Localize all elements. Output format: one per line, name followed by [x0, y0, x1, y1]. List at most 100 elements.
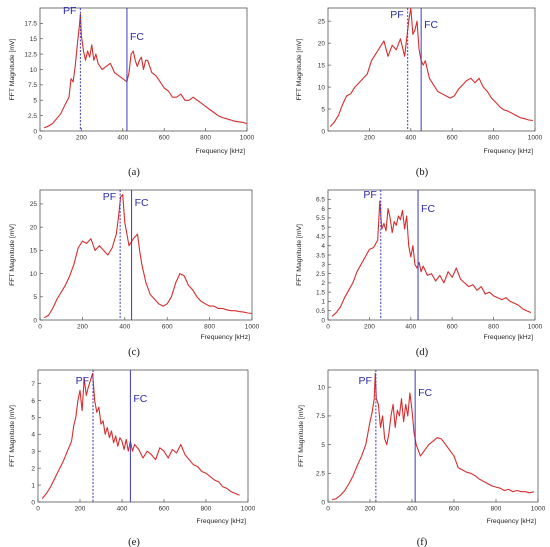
chart-panel-3: 0 5 10 15 20 25 0 200 400 600 800 1000 Frequency [kH… — [9, 189, 260, 358]
x-tick-label: 400 — [405, 324, 416, 331]
x-tick-label: 1000 — [245, 324, 260, 331]
x-tick-label: 1000 — [241, 506, 256, 513]
y-tick-label: 3 — [321, 262, 325, 269]
x-tick-label: 800 — [488, 324, 499, 331]
x-tick-label: 0 — [326, 324, 330, 331]
y-tick-label: 12.5 — [24, 51, 37, 58]
x-tick-label: 800 — [204, 324, 215, 331]
y-tick-label: 6 — [31, 398, 35, 405]
pf-marker-label: PF — [76, 375, 89, 387]
x-tick-label: 1000 — [528, 135, 543, 142]
fft-spectrum-line — [332, 372, 534, 501]
chart-panel-6: 0 2.5 5 7.5 10 0 200 400 600 800 1000 Frequency [kH… — [298, 369, 546, 547]
y-tick-label: 0 — [31, 499, 35, 506]
pf-marker-label: PF — [358, 375, 371, 387]
panel-caption: (e) — [128, 537, 140, 547]
x-tick-label: 600 — [449, 506, 460, 513]
x-tick-label: 200 — [365, 506, 376, 513]
y-axis-label: FFT Magnitude [mV] — [296, 38, 303, 100]
plot-frame — [327, 369, 539, 503]
y-tick-label: 5 — [321, 106, 325, 113]
x-tick-label: 400 — [119, 324, 130, 331]
fft-spectrum-line — [329, 7, 533, 127]
y-tick-label: 2.5 — [316, 271, 325, 278]
y-tick-label: 5 — [33, 294, 37, 301]
x-axis-label: Frequency [kHz] — [484, 334, 534, 341]
y-tick-label: 20 — [30, 224, 38, 231]
y-tick-label: 10 — [30, 271, 38, 278]
x-tick-label: 600 — [159, 135, 170, 142]
pf-marker-label: PF — [103, 191, 116, 203]
x-tick-label: 1000 — [240, 135, 255, 142]
x-tick-label: 1000 — [528, 324, 543, 331]
chart-panel-1: 0 2.5 5 7.5 10 12.5 15 17.5 0 200 400 600 800 1000 Fre… — [9, 5, 255, 178]
y-axis-label: FFT Magnitude [mV] — [298, 405, 305, 467]
chart-panel-5: 0 1 2 3 4 5 6 7 0 200 400 600 800 1000 Frequency [kHz]… — [9, 369, 256, 547]
y-tick-label: 6 — [321, 206, 325, 213]
fft-spectrum-line — [43, 194, 253, 319]
y-tick-label: 25 — [30, 201, 38, 208]
panel-caption: (b) — [416, 167, 429, 178]
y-tick-label: 10 — [318, 84, 326, 91]
x-tick-label: 400 — [117, 506, 128, 513]
fc-marker-label: FC — [418, 387, 432, 399]
fft-spectrum-line — [43, 13, 248, 129]
y-tick-label: 0 — [321, 317, 325, 324]
y-axis-label: FFT Magnitude [mV] — [9, 38, 16, 100]
panel-caption: (a) — [128, 167, 140, 178]
fc-marker-label: FC — [421, 203, 435, 215]
x-tick-label: 200 — [364, 324, 375, 331]
y-tick-label: 5 — [321, 442, 325, 449]
y-tick-label: 0 — [321, 128, 325, 135]
y-tick-label: 0 — [33, 317, 37, 324]
plot-frame — [39, 189, 253, 321]
x-tick-label: 600 — [162, 324, 173, 331]
x-tick-label: 200 — [364, 135, 375, 142]
x-tick-label: 800 — [200, 135, 211, 142]
y-tick-label: 1 — [31, 482, 35, 489]
chart-panel-4: 0 0.5 1 1.5 2 2.5 3 3.5 4 4.5 5 5.5 6 6.5 0 200 400 600 80… — [296, 189, 543, 358]
x-axis-label: Frequency [kHz] — [196, 148, 246, 155]
x-tick-label: 200 — [77, 324, 88, 331]
x-tick-label: 0 — [326, 506, 330, 513]
x-tick-label: 800 — [488, 135, 499, 142]
y-axis-label: FFT Magnitude [mV] — [296, 224, 303, 286]
y-tick-label: 1 — [321, 299, 325, 306]
fc-marker-label: FC — [130, 31, 144, 43]
fc-marker-label: FC — [424, 19, 438, 31]
y-tick-label: 5 — [31, 415, 35, 422]
x-tick-label: 400 — [117, 135, 128, 142]
y-tick-label: 15 — [318, 62, 326, 69]
panel-caption: (f) — [417, 537, 428, 547]
y-tick-label: 7.5 — [28, 82, 37, 89]
panel-caption: (d) — [416, 347, 429, 358]
y-tick-label: 6.5 — [316, 197, 325, 204]
y-tick-label: 4 — [321, 243, 325, 250]
x-axis-label: Frequency [kHz] — [201, 334, 251, 341]
y-tick-label: 0 — [33, 128, 37, 135]
x-tick-label: 1000 — [531, 506, 546, 513]
y-tick-label: 3 — [31, 449, 35, 456]
x-tick-label: 0 — [38, 324, 42, 331]
fc-marker-label: FC — [133, 393, 147, 405]
x-axis-label: Frequency [kHz] — [197, 518, 247, 525]
y-tick-label: 2.5 — [28, 113, 37, 120]
x-tick-label: 800 — [491, 506, 502, 513]
chart-panel-2: 0 5 10 15 20 25 200 400 600 800 1000 Frequency [kHz… — [296, 7, 543, 178]
x-tick-label: 800 — [201, 506, 212, 513]
x-tick-label: 600 — [159, 506, 170, 513]
x-axis-label: Frequency [kHz] — [487, 518, 537, 525]
y-tick-label: 5.5 — [316, 215, 325, 222]
y-tick-label: 4 — [31, 432, 35, 439]
x-tick-label: 600 — [447, 135, 458, 142]
x-tick-label: 400 — [405, 135, 416, 142]
y-tick-label: 25 — [318, 18, 326, 25]
x-axis-label: Frequency [kHz] — [484, 148, 534, 155]
y-tick-label: 10 — [318, 385, 326, 392]
y-tick-label: 17.5 — [24, 21, 37, 28]
y-tick-label: 2 — [31, 465, 35, 472]
fft-spectrum-line — [331, 200, 532, 317]
y-tick-label: 4.5 — [316, 234, 325, 241]
x-tick-label: 0 — [38, 135, 42, 142]
